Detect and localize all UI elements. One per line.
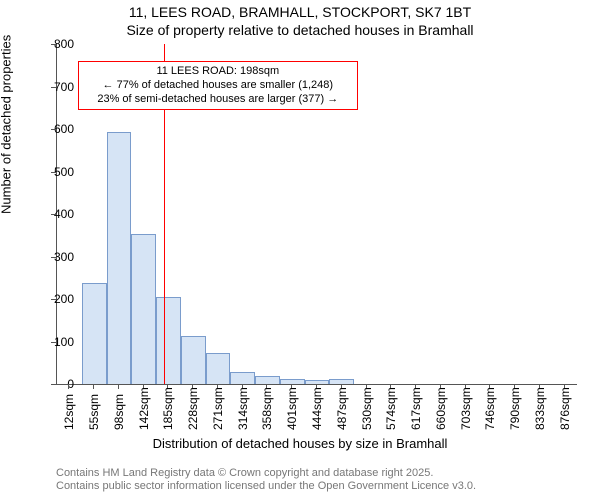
y-tick-mark: [51, 44, 56, 45]
histogram-bar: [156, 297, 181, 384]
histogram-bar: [255, 376, 280, 384]
x-tick-mark: [118, 384, 119, 389]
y-tick-mark: [51, 384, 56, 385]
y-tick-mark: [51, 129, 56, 130]
chart-title-line1: 11, LEES ROAD, BRAMHALL, STOCKPORT, SK7 …: [0, 4, 600, 20]
x-tick-mark: [68, 384, 69, 389]
histogram-bar: [131, 234, 156, 384]
y-axis-label: Number of detached properties: [0, 35, 14, 214]
histogram-bar: [107, 132, 132, 384]
footer-line1: Contains HM Land Registry data © Crown c…: [56, 467, 476, 481]
chart-title-line2: Size of property relative to detached ho…: [0, 22, 600, 38]
annotation-line: ← 77% of detached houses are smaller (1,…: [85, 79, 351, 93]
x-tick-label: 12sqm: [62, 394, 76, 430]
y-tick-mark: [51, 214, 56, 215]
histogram-bar: [206, 353, 231, 384]
y-tick-mark: [51, 172, 56, 173]
histogram-bar: [181, 336, 206, 384]
y-tick-mark: [51, 257, 56, 258]
x-tick-label: 358sqm: [260, 387, 274, 430]
x-tick-label: 271sqm: [211, 387, 225, 430]
x-tick-label: 876sqm: [558, 387, 572, 430]
y-tick-mark: [51, 299, 56, 300]
x-tick-label: 530sqm: [360, 387, 374, 430]
footer-attribution: Contains HM Land Registry data © Crown c…: [56, 467, 476, 495]
x-tick-label: 790sqm: [508, 387, 522, 430]
x-tick-label: 703sqm: [459, 387, 473, 430]
annotation-line: 11 LEES ROAD: 198sqm: [85, 65, 351, 79]
plot-area: 11 LEES ROAD: 198sqm← 77% of detached ho…: [56, 44, 577, 385]
footer-line2: Contains public sector information licen…: [56, 480, 476, 494]
x-tick-label: 142sqm: [137, 387, 151, 430]
x-tick-label: 487sqm: [335, 387, 349, 430]
annotation-box: 11 LEES ROAD: 198sqm← 77% of detached ho…: [78, 61, 358, 110]
x-tick-label: 574sqm: [384, 387, 398, 430]
y-tick-mark: [51, 342, 56, 343]
x-tick-label: 833sqm: [533, 387, 547, 430]
x-tick-label: 617sqm: [409, 387, 423, 430]
y-tick-mark: [51, 87, 56, 88]
x-tick-label: 444sqm: [310, 387, 324, 430]
x-tick-label: 314sqm: [236, 387, 250, 430]
x-tick-label: 660sqm: [434, 387, 448, 430]
histogram-bar: [230, 372, 255, 384]
histogram-bar: [82, 283, 107, 384]
x-tick-label: 55sqm: [87, 394, 101, 430]
x-tick-label: 228sqm: [186, 387, 200, 430]
histogram-bar: [329, 379, 354, 384]
x-tick-label: 98sqm: [112, 394, 126, 430]
x-tick-mark: [93, 384, 94, 389]
x-tick-label: 746sqm: [483, 387, 497, 430]
x-tick-label: 401sqm: [285, 387, 299, 430]
x-axis-label: Distribution of detached houses by size …: [0, 436, 600, 451]
x-tick-label: 185sqm: [161, 387, 175, 430]
annotation-line: 23% of semi-detached houses are larger (…: [85, 93, 351, 107]
